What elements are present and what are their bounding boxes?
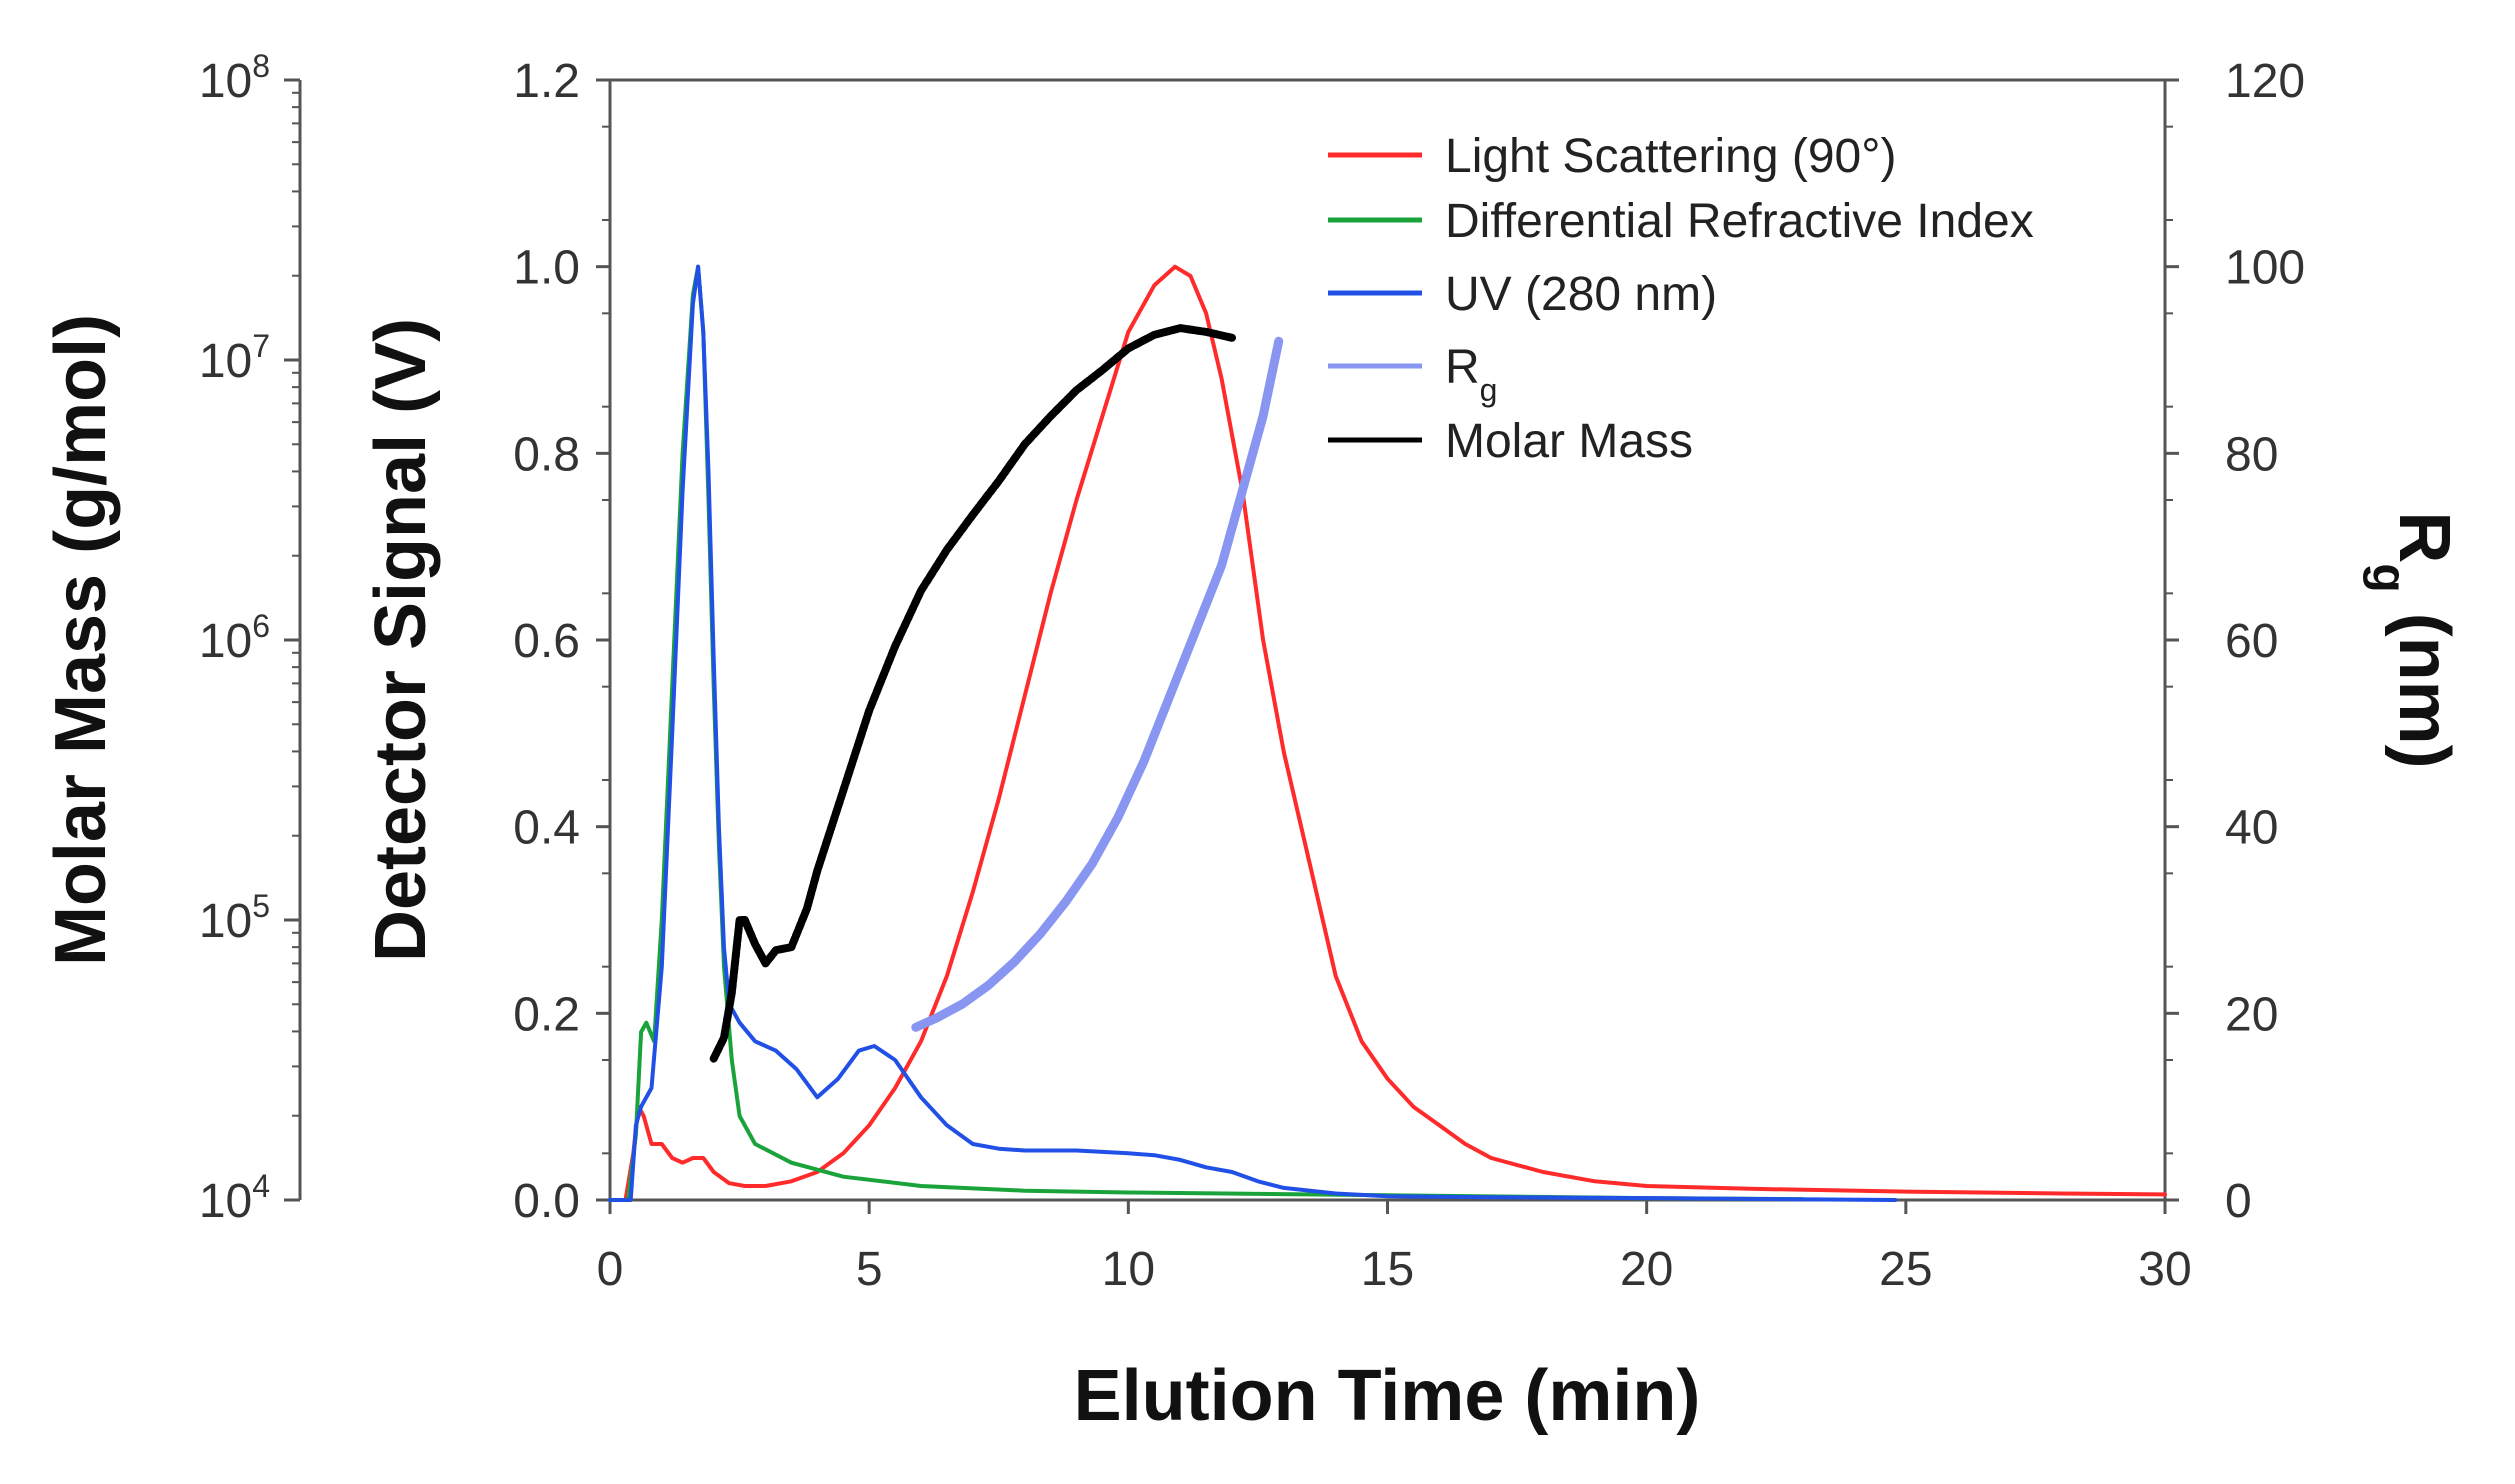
molar-mass-tick-label: 107 (199, 328, 270, 388)
legend-label-rg: Rg (1445, 341, 1497, 408)
series-line-uv-280-nm (608, 264, 1898, 1202)
rg-tick-label: 60 (2225, 615, 2278, 668)
rg-axis-title-unit: (nm) (2384, 593, 2464, 769)
detector-tick-label: 1.0 (513, 242, 580, 295)
x-tick-label: 25 (1879, 1243, 1932, 1296)
molar-mass-tick-base: 10 (199, 1175, 252, 1228)
x-tick-label: 30 (2138, 1243, 2191, 1296)
molar-mass-tick-exp: 7 (252, 328, 270, 364)
molar-mass-axis-title: Molar Mass (g/mol) (41, 314, 121, 966)
molar-mass-tick-exp: 8 (252, 48, 270, 84)
molar-mass-tick-label: 106 (199, 608, 270, 668)
x-tick-label: 0 (597, 1243, 624, 1296)
detector-tick-label: 0.8 (513, 428, 580, 481)
legend-label-uv: UV (280 nm) (1445, 268, 1717, 321)
series-line-rg (911, 336, 1284, 1032)
molar-mass-tick-exp: 6 (252, 608, 270, 644)
detector-tick-label: 1.2 (513, 55, 580, 108)
legend-label-rg-main: R (1445, 341, 1480, 394)
x-tick-label: 20 (1620, 1243, 1673, 1296)
detector-tick-label: 0.6 (513, 615, 580, 668)
detector-axis-title: Detector Signal (V) (361, 318, 441, 962)
series-layer (608, 264, 2167, 1202)
legend-label-dri: Differential Refractive Index (1445, 195, 2034, 248)
rg-tick-label: 0 (2225, 1175, 2252, 1228)
rg-tick-label: 120 (2225, 55, 2305, 108)
rg-tick-label: 40 (2225, 802, 2278, 855)
x-tick-label: 10 (1102, 1243, 1155, 1296)
rg-axis-title-sub: g (2363, 563, 2416, 592)
molar-mass-tick-exp: 5 (252, 888, 270, 924)
molar-mass-tick-base: 10 (199, 335, 252, 388)
x-tick-label: 5 (856, 1243, 883, 1296)
detector-tick-label: 0.0 (513, 1175, 580, 1228)
legend-label-molar-mass: Molar Mass (1445, 415, 1693, 468)
rg-tick-label: 20 (2225, 988, 2278, 1041)
rg-tick-label: 100 (2225, 242, 2305, 295)
molar-mass-tick-label: 105 (199, 888, 270, 948)
x-tick-label: 15 (1361, 1243, 1414, 1296)
detector-tick-label: 0.2 (513, 988, 580, 1041)
legend-label-rg-sub: g (1480, 372, 1498, 408)
molar-mass-tick-exp: 4 (252, 1168, 270, 1204)
legend: Light Scattering (90°) Differential Refr… (1328, 130, 2034, 468)
molar-mass-tick-base: 10 (199, 55, 252, 108)
series-line-light-scattering-90 (608, 264, 2167, 1202)
molar-mass-tick-base: 10 (199, 615, 252, 668)
ticks-layer: 0 5 10 15 20 25 300.00.20.40.60.81.01.20204060… (199, 48, 2305, 1296)
rg-axis-title: Rg (nm) (2363, 511, 2465, 768)
detector-tick-label: 0.4 (513, 802, 580, 855)
molar-mass-tick-base: 10 (199, 895, 252, 948)
legend-label-light-scattering: Light Scattering (90°) (1445, 130, 1896, 183)
rg-tick-label: 80 (2225, 428, 2278, 481)
series-line-molar-mass (709, 324, 1236, 1063)
rg-axis-title-main: R (2384, 511, 2464, 563)
molar-mass-tick-label: 108 (199, 48, 270, 108)
molar-mass-tick-label: 104 (199, 1168, 270, 1228)
x-axis-title: Elution Time (min) (1074, 1356, 1701, 1436)
